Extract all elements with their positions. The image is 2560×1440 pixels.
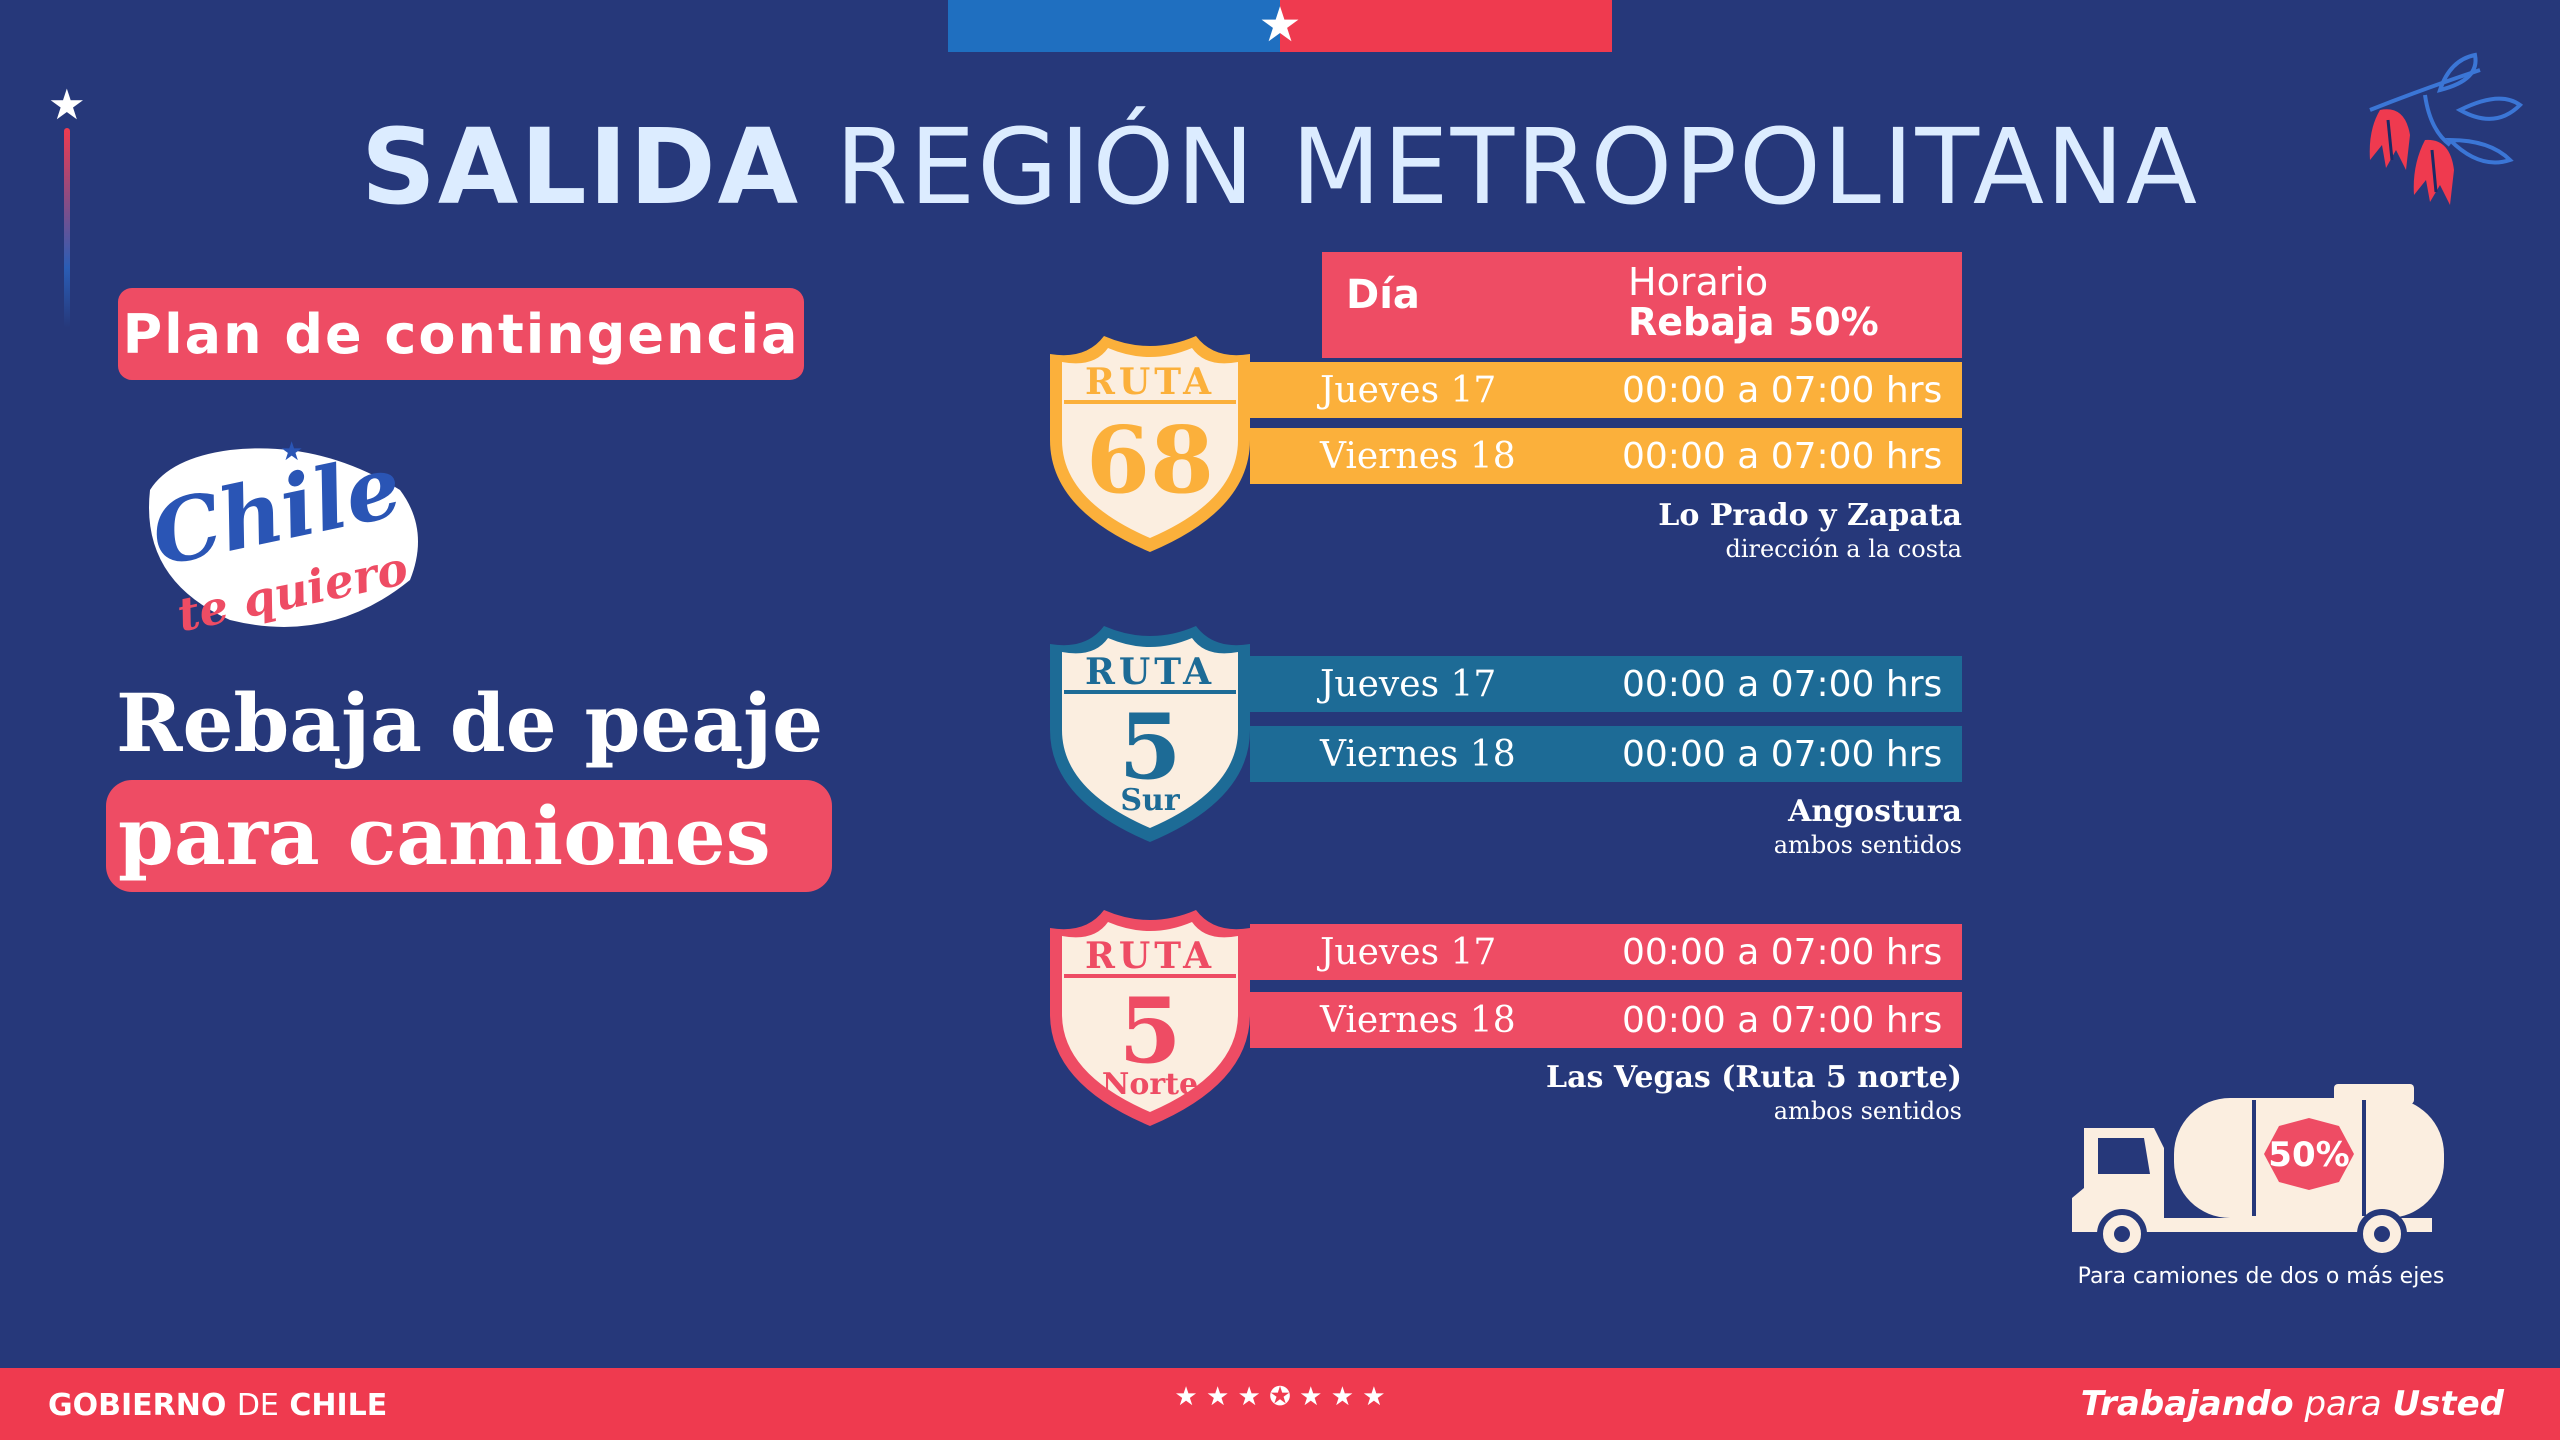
row-time: 00:00 a 07:00 hrs [1622,931,1943,973]
route-location: Angostura ambos sentidos [1774,794,1962,859]
slogan-word-3: Usted [2392,1384,2505,1424]
decorative-line [64,128,70,328]
slogan-word-1: Trabajando [2080,1384,2294,1424]
location-name: Angostura [1788,794,1962,829]
route-shield-5-sur: RUTA 5 Sur [1050,626,1250,842]
row-day: Viernes 18 [1320,435,1516,477]
route-shield-5-norte: RUTA 5 Norte [1050,910,1250,1126]
footer-bar: GOBIERNO DE CHILE ★ ★ ★ ✪ ★ ★ ★ Trabajan… [0,1368,2560,1440]
table-header: Día Horario Rebaja 50% [1322,252,1962,358]
table-row: Viernes 18 00:00 a 07:00 hrs [1250,992,1962,1048]
location-name: Las Vegas (Ruta 5 norte) [1546,1060,1962,1095]
shield-top-text: RUTA [1085,935,1215,977]
location-direction: dirección a la costa [1725,535,1962,563]
shield-sub: Sur [1120,783,1180,818]
tanker-truck-icon: 50% [2072,1084,2444,1258]
row-time: 00:00 a 07:00 hrs [1622,435,1943,477]
route-location: Lo Prado y Zapata dirección a la costa [1658,498,1962,563]
government-label: GOBIERNO DE CHILE [48,1388,387,1423]
table-row: Jueves 17 00:00 a 07:00 hrs [1250,924,1962,980]
shield-number: 5 [1119,978,1182,1084]
star-icon: ★ [1258,0,1302,54]
row-time: 00:00 a 07:00 hrs [1622,733,1943,775]
flag-red-stripe [1280,0,1612,52]
row-day: Jueves 17 [1320,663,1497,705]
flag-blue-stripe [948,0,1280,52]
table-row: Viernes 18 00:00 a 07:00 hrs [1250,428,1962,484]
headline-line-2: para camiones [106,780,832,892]
row-day: Jueves 17 [1320,369,1497,411]
column-time: Horario Rebaja 50% [1628,262,1879,342]
discount-badge: 50% [2268,1135,2349,1175]
shield-sub: Norte [1102,1067,1198,1102]
route-location: Las Vegas (Ruta 5 norte) ambos sentidos [1546,1060,1962,1125]
copihue-flower-icon [2369,52,2524,205]
chile-te-quiero-logo: Chile te quiero ★ [143,435,418,642]
title-bold: SALIDA [361,106,801,228]
row-day: Viernes 18 [1320,999,1516,1041]
star-icon: ★ [48,80,86,129]
truck-caption: Para camiones de dos o más ejes [2077,1264,2445,1289]
route-shield-68: RUTA 68 [1050,336,1250,552]
shield-number: 5 [1119,694,1182,800]
headline-line-2-text: para camiones [118,789,771,883]
row-time: 00:00 a 07:00 hrs [1622,999,1943,1041]
row-day: Viernes 18 [1320,733,1516,775]
shield-number: 68 [1086,406,1214,514]
footer-stars-icon: ★ ★ ★ ✪ ★ ★ ★ [1174,1382,1386,1412]
column-time-line-2: Rebaja 50% [1628,300,1879,344]
headline-line-1: Rebaja de peaje [116,676,823,770]
row-day: Jueves 17 [1320,931,1497,973]
shield-top-text: RUTA [1085,651,1215,693]
title-rest: REGIÓN METROPOLITANA [835,106,2199,228]
shield-top-text: RUTA [1085,361,1215,403]
slogan-word-2: para [2304,1384,2382,1424]
flag-bar: ★ [948,0,1612,52]
svg-text:★: ★ [280,437,303,467]
location-direction: ambos sentidos [1773,831,1962,859]
column-time-line-1: Horario [1628,260,1769,304]
row-time: 00:00 a 07:00 hrs [1622,663,1943,705]
table-row: Jueves 17 00:00 a 07:00 hrs [1250,362,1962,418]
location-direction: ambos sentidos [1773,1097,1962,1125]
location-name: Lo Prado y Zapata [1658,498,1962,533]
gov-word-1: GOBIERNO [48,1388,227,1423]
column-day: Día [1346,272,1420,318]
row-time: 00:00 a 07:00 hrs [1622,369,1943,411]
table-row: Viernes 18 00:00 a 07:00 hrs [1250,726,1962,782]
gov-word-3: CHILE [289,1388,388,1423]
page-title: SALIDA REGIÓN METROPOLITANA [0,106,2560,228]
gov-word-2: DE [236,1388,279,1423]
table-row: Jueves 17 00:00 a 07:00 hrs [1250,656,1962,712]
plan-label: Plan de contingencia [118,288,804,380]
footer-slogan: Trabajando para Usted [2081,1384,2504,1424]
